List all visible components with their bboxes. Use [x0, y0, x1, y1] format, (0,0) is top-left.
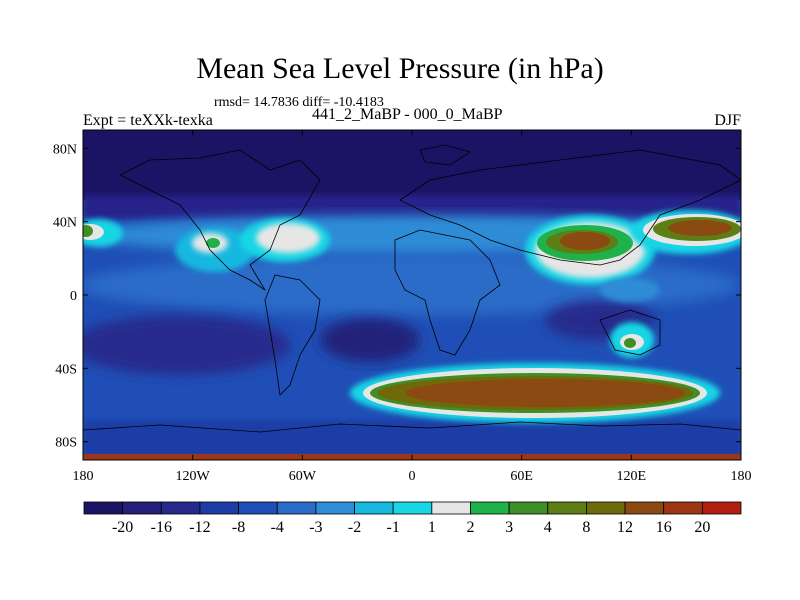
colorbar-swatch: [122, 501, 162, 515]
lat-tick-label: 40S: [55, 362, 77, 377]
colorbar-swatch: [238, 501, 278, 515]
north-america-outline: [119, 149, 321, 291]
colorbar-label: -3: [309, 519, 322, 536]
colorbar-swatch: [199, 501, 239, 515]
experiment-label: Expt = teXXk-texka: [83, 112, 213, 129]
colorbar-swatch: [160, 501, 201, 515]
plot-title: Mean Sea Level Pressure (in hPa): [196, 52, 604, 85]
colorbar-label: -4: [271, 519, 284, 536]
coastlines: [83, 144, 741, 433]
lat-tick-label: 40N: [53, 216, 77, 231]
western-us-high: [206, 238, 220, 248]
antarctica-outline: [83, 421, 741, 433]
colorbar-label: -20: [112, 519, 133, 536]
southern-ocean-high: [405, 379, 685, 407]
season-label: DJF: [714, 112, 741, 129]
south-pacific-low: [83, 315, 290, 375]
colorbar-label: 3: [505, 519, 513, 536]
colorbar-label: 20: [694, 519, 710, 536]
colorbar-label: -8: [232, 519, 245, 536]
colorbar-label: 4: [544, 519, 552, 536]
south-america-outline: [264, 274, 321, 396]
map-axes: 80N 40N 0 40S 80S 180 120W 60W 0 60E 120E 180: [53, 130, 752, 484]
colorbar-swatch: [431, 501, 471, 515]
colorbar-label: 16: [656, 519, 672, 536]
colorbar-swatch: [701, 501, 742, 515]
lat-tick-label: 80S: [55, 436, 77, 451]
north-america-high: [256, 223, 320, 253]
colorbar-label: -1: [387, 519, 400, 536]
colorbar-swatch: [83, 501, 124, 515]
australia-high: [624, 338, 636, 348]
colorbar-label: 1: [428, 519, 436, 536]
colorbar-label: -2: [348, 519, 361, 536]
colorbar-label: 2: [466, 519, 474, 536]
arctic-band: [83, 130, 741, 200]
lon-tick-label: 0: [409, 469, 416, 484]
colorbar-swatch: [315, 501, 355, 515]
colorbar-label: 12: [617, 519, 633, 536]
lon-tick-label: 120E: [617, 469, 647, 484]
colorbar-swatch: [470, 501, 510, 515]
experiment-subtitle: 441_2_MaBP - 000_0_MaBP: [312, 106, 503, 123]
colorbar-swatch: [392, 501, 433, 515]
lon-tick-label: 60W: [289, 469, 317, 484]
colorbar-label: 8: [582, 519, 590, 536]
colorbar-swatch: [354, 501, 394, 515]
australia-outline: [599, 309, 661, 356]
greenland-outline: [419, 144, 471, 166]
lat-tick-label: 80N: [53, 142, 77, 157]
stats-label: rmsd= 14.7836 diff= -10.4183: [214, 95, 384, 110]
colorbar-swatch: [586, 501, 626, 515]
colorbar-swatch: [663, 501, 703, 515]
pressure-field: [83, 130, 741, 460]
colorbar-swatch: [508, 501, 549, 515]
eurasia-outline: [399, 149, 741, 266]
colorbar: -20 -16 -12 -8 -4 -3 -2 -1 1 2 3 4 8 12 16 20: [83, 501, 742, 536]
colorbar-swatch: [547, 501, 587, 515]
lon-tick-label: 180: [731, 469, 752, 484]
lon-tick-label: 60E: [510, 469, 533, 484]
central-asia-high: [560, 232, 610, 250]
lon-tick-label: 120W: [176, 469, 211, 484]
colorbar-swatch: [624, 501, 665, 515]
lat-tick-label: 0: [70, 289, 77, 304]
colorbar-label: -16: [151, 519, 172, 536]
colorbar-label: -12: [189, 519, 210, 536]
africa-outline: [394, 229, 501, 356]
north-pacific-high: [668, 220, 732, 236]
colorbar-swatch: [276, 501, 317, 515]
lon-tick-label: 180: [73, 469, 94, 484]
